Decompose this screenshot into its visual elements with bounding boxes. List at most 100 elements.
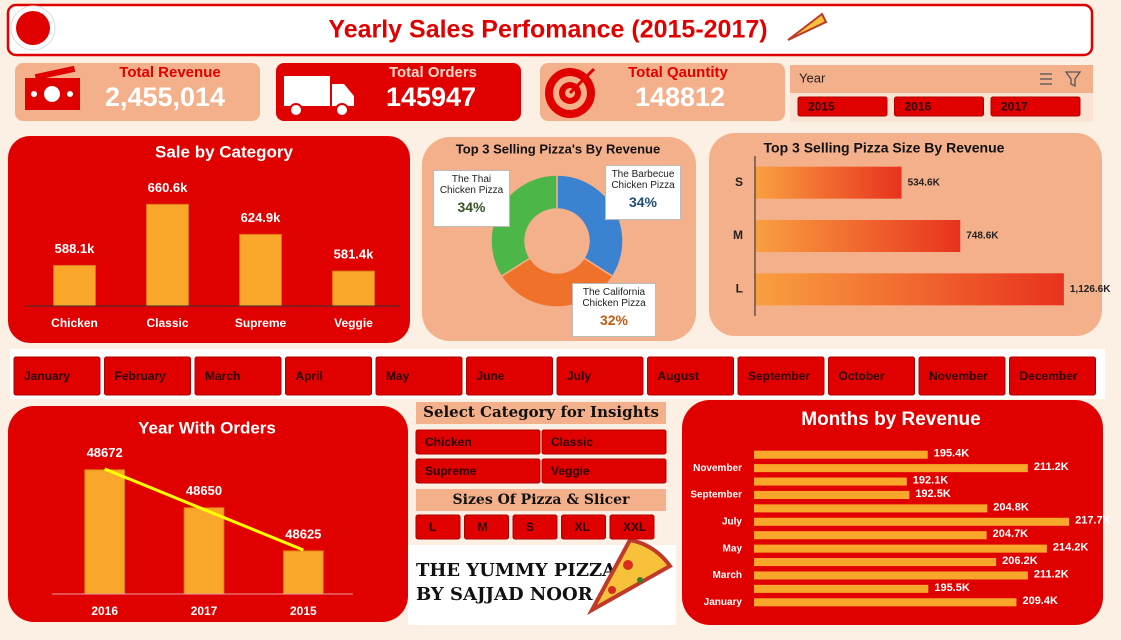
money-icon — [25, 65, 80, 110]
slicer-icons — [1040, 71, 1082, 88]
slicer-button[interactable] — [609, 514, 655, 540]
trendline — [104, 467, 304, 552]
y-tick-label: September — [690, 490, 742, 501]
slicer-button-label[interactable]: October — [839, 369, 885, 383]
category-slicer-header — [416, 402, 666, 424]
bar — [754, 464, 1028, 473]
slicer-button-label[interactable]: Supreme — [425, 464, 477, 478]
truck-icon — [284, 76, 354, 117]
slicer-button-label[interactable]: September — [748, 369, 810, 383]
data-label: 1,126.6K — [1070, 284, 1111, 295]
callout-box: The Barbecue Chicken Pizza 34% — [605, 165, 681, 220]
slicer-button-label[interactable]: 2015 — [808, 100, 835, 114]
slicer-button[interactable] — [415, 514, 461, 540]
slicer-button-label[interactable]: December — [1020, 369, 1078, 383]
bar — [183, 507, 225, 595]
data-label: 211.2K — [1034, 568, 1069, 580]
kpi-label: Total Revenue — [119, 64, 220, 81]
slicer-button[interactable] — [415, 458, 541, 484]
y-tick-label: L — [736, 282, 743, 296]
data-label: 192.1K — [913, 474, 949, 486]
size-slicer-header — [416, 489, 666, 511]
slicer-button[interactable] — [285, 356, 372, 396]
kpi-card — [540, 63, 785, 121]
callout: The California Chicken Pizza 32% — [572, 283, 656, 337]
data-label: 195.4K — [934, 448, 970, 460]
kpi-value: 148812 — [635, 82, 725, 112]
slicer-button[interactable] — [556, 356, 644, 396]
target-icon — [545, 67, 596, 118]
slicer-button-label[interactable]: May — [386, 369, 410, 383]
slicer-button-label[interactable]: Classic — [551, 435, 593, 449]
slicer-button-label[interactable]: June — [477, 369, 505, 383]
chart-title: Year With Orders — [138, 418, 276, 437]
slicer-button[interactable] — [797, 96, 888, 117]
data-label: 195.5K — [934, 582, 970, 594]
brand-line: BY SAJJAD NOOR — [416, 584, 594, 605]
slicer-button[interactable] — [104, 356, 191, 396]
slicer-button-label[interactable]: XXL — [623, 520, 646, 534]
callout: The Thai Chicken Pizza 34% — [433, 170, 510, 227]
slicer-button-label[interactable]: April — [296, 369, 323, 383]
bar — [754, 598, 1017, 607]
data-label: 192.5K — [915, 488, 951, 500]
slicer-button-label[interactable]: XL — [575, 520, 590, 534]
slicer-button[interactable] — [737, 356, 825, 396]
slicer-button[interactable] — [1009, 356, 1096, 396]
callout-box: The Thai Chicken Pizza 34% — [433, 170, 510, 227]
bar — [239, 233, 282, 307]
kpi-value: 145947 — [386, 82, 476, 112]
slicer-button[interactable] — [415, 429, 541, 455]
slicer-button-label[interactable]: L — [429, 520, 436, 534]
bar — [754, 450, 928, 459]
slicer-button-label[interactable]: November — [929, 369, 988, 383]
x-tick-label: Chicken — [51, 316, 98, 330]
slicer-button[interactable] — [561, 514, 606, 540]
slicer-button[interactable] — [647, 356, 734, 396]
x-tick-label: Supreme — [235, 316, 287, 330]
slicer-button[interactable] — [464, 514, 509, 540]
slicer-button-label[interactable]: July — [567, 369, 591, 383]
slicer-button[interactable] — [13, 356, 101, 396]
slicer-button[interactable] — [194, 356, 282, 396]
slicer-button-label[interactable]: 2016 — [905, 100, 932, 114]
slicer-button[interactable] — [894, 96, 984, 117]
slicer-button-label[interactable]: January — [24, 369, 70, 383]
slicer-button[interactable] — [466, 356, 553, 396]
slicer-button[interactable] — [828, 356, 915, 396]
data-label: 48625 — [285, 526, 321, 541]
bar — [146, 203, 189, 307]
slicer-button-label[interactable]: March — [205, 369, 240, 383]
data-label: 588.1k — [55, 241, 96, 256]
kpi-label: Total Orders — [389, 64, 477, 81]
bar — [754, 571, 1028, 580]
callout-label: The Thai Chicken Pizza — [439, 174, 504, 196]
slicer-button-label[interactable]: 2017 — [1001, 100, 1028, 114]
data-label: 660.6k — [148, 180, 189, 195]
slicer-button-label[interactable]: Veggie — [551, 464, 590, 478]
chart-title: Top 3 Selling Pizza's By Revenue — [456, 141, 660, 156]
slicer-button-label[interactable]: Chicken — [425, 435, 472, 449]
bar — [755, 166, 902, 199]
data-label: 209.4K — [1022, 595, 1058, 607]
slicer-button-label[interactable]: S — [526, 520, 534, 534]
slicer-button[interactable] — [918, 356, 1006, 396]
bar — [332, 270, 375, 307]
bar — [282, 550, 324, 595]
size-slicer-title: Sizes Of Pizza & Slicer — [453, 492, 631, 508]
slicer-button-label[interactable]: August — [658, 369, 699, 383]
slicer-button[interactable] — [512, 514, 558, 540]
x-tick-label: 2016 — [91, 604, 118, 618]
slicer-button[interactable] — [990, 96, 1081, 117]
slicer-button-label[interactable]: M — [478, 520, 488, 534]
y-tick-label: May — [723, 543, 743, 554]
slicer-button[interactable] — [541, 429, 667, 455]
callout-label: The Barbecue Chicken Pizza — [611, 169, 675, 191]
slicer-button[interactable] — [375, 356, 463, 396]
callout-value: 34% — [457, 199, 486, 215]
pizza-icon — [787, 12, 828, 41]
x-tick-label: 2017 — [191, 604, 218, 618]
slicer-button-label[interactable]: February — [115, 369, 167, 383]
y-tick-label: M — [733, 228, 743, 242]
slicer-button[interactable] — [541, 458, 667, 484]
